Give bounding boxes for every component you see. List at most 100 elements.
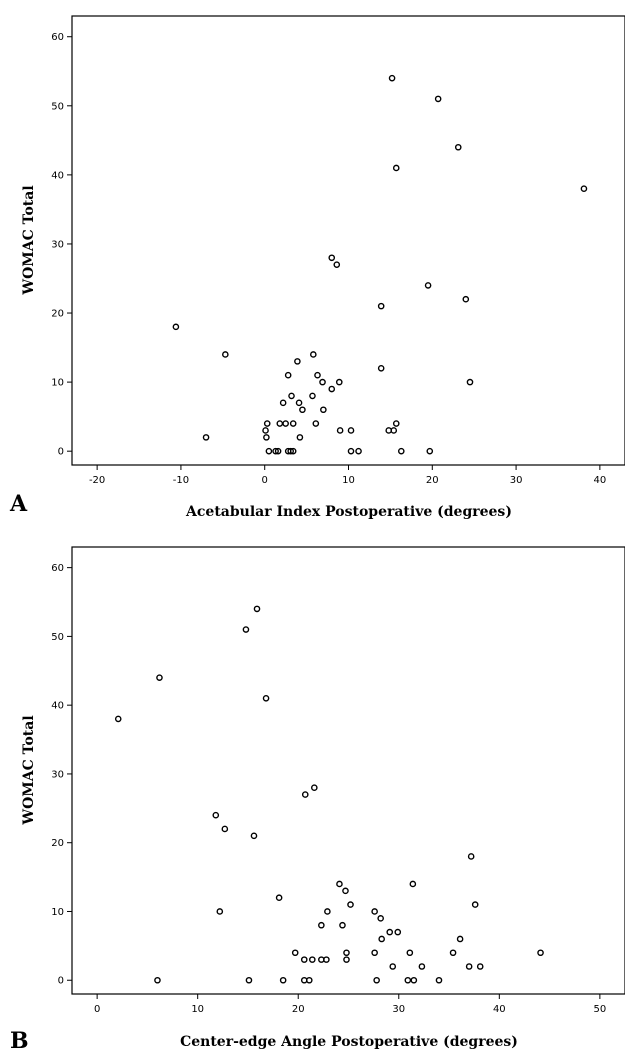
data-point xyxy=(212,811,220,819)
data-point xyxy=(156,674,163,681)
data-point xyxy=(336,880,343,888)
data-point xyxy=(262,427,269,434)
data-point xyxy=(222,351,229,358)
data-point xyxy=(276,420,284,427)
data-point xyxy=(371,908,378,915)
data-point xyxy=(339,921,346,929)
data-point xyxy=(466,378,474,386)
plot-area-frame xyxy=(71,15,625,466)
data-point xyxy=(378,935,385,943)
data-point xyxy=(377,364,385,372)
data-point xyxy=(424,282,432,289)
plot-area-frame xyxy=(71,546,625,995)
data-point xyxy=(390,427,398,434)
data-point xyxy=(324,908,331,915)
x-axis-label: Acetabular Index Postoperative (degrees) xyxy=(185,504,512,520)
data-point xyxy=(216,908,224,915)
y-tick-label: 0 xyxy=(58,447,64,458)
data-point xyxy=(305,976,313,984)
data-point xyxy=(377,302,385,310)
data-point xyxy=(295,399,303,407)
x-tick-label: 0 xyxy=(262,475,268,486)
data-point xyxy=(347,447,355,455)
y-axis-label: WOMAC Total xyxy=(21,715,37,825)
data-point xyxy=(263,420,271,427)
data-point xyxy=(476,963,484,970)
data-point xyxy=(282,420,289,427)
x-tick-label: 30 xyxy=(392,1004,405,1015)
data-point xyxy=(392,420,400,427)
data-point xyxy=(262,694,270,702)
x-tick-label: 0 xyxy=(94,1004,100,1015)
data-point xyxy=(279,976,287,984)
y-tick-label: 30 xyxy=(51,769,64,780)
y-tick-label: 30 xyxy=(51,239,64,250)
data-point xyxy=(386,928,394,936)
data-point xyxy=(371,949,378,957)
data-point xyxy=(294,358,301,365)
data-point xyxy=(449,949,457,957)
data-point xyxy=(265,447,273,455)
data-point xyxy=(394,928,402,936)
data-point xyxy=(320,406,327,414)
data-point xyxy=(462,295,470,303)
data-point xyxy=(397,447,405,455)
data-point xyxy=(289,447,297,455)
x-tick-label: 20 xyxy=(426,475,439,486)
x-tick-label: -10 xyxy=(173,475,189,486)
data-point xyxy=(389,963,397,970)
data-point xyxy=(388,74,396,82)
data-point xyxy=(301,791,309,798)
data-point xyxy=(263,434,270,441)
data-point xyxy=(242,626,250,633)
x-tick-label: -20 xyxy=(89,475,105,486)
data-point xyxy=(287,447,294,455)
data-point xyxy=(319,378,326,386)
data-point xyxy=(253,605,261,613)
data-point xyxy=(323,956,330,963)
data-point xyxy=(355,447,362,455)
tick-group: 0 10 20 30 40 50 60 0 10 20 30 40 50 xyxy=(51,563,606,1015)
tick-group: 0 10 20 30 40 50 60 -20 -10 0 10 20 30 40 xyxy=(51,32,606,486)
data-point xyxy=(465,963,473,970)
data-point xyxy=(435,976,443,984)
data-point xyxy=(172,323,180,331)
y-axis-label: WOMAC Total xyxy=(21,185,37,295)
x-tick-label: 10 xyxy=(342,475,355,486)
x-tick-label: 20 xyxy=(292,1004,305,1015)
data-point xyxy=(392,164,400,172)
y-tick-label: 50 xyxy=(51,101,64,112)
data-point xyxy=(410,976,418,984)
y-tick-label: 40 xyxy=(51,701,64,712)
y-tick-label: 50 xyxy=(51,632,64,643)
data-point xyxy=(404,976,412,984)
data-point xyxy=(318,921,325,929)
panel-label: B xyxy=(10,1028,29,1052)
data-point xyxy=(467,853,475,860)
data-point xyxy=(343,949,350,957)
x-tick-label: 40 xyxy=(493,1004,506,1015)
data-point xyxy=(314,371,321,379)
y-tick-label: 40 xyxy=(51,170,64,181)
x-tick-label: 30 xyxy=(510,475,523,486)
data-point xyxy=(377,915,384,922)
data-point xyxy=(333,261,341,268)
data-point xyxy=(221,825,229,833)
y-tick-label: 10 xyxy=(51,907,64,918)
data-point xyxy=(373,976,380,984)
data-point xyxy=(454,143,462,151)
data-point xyxy=(309,956,316,963)
y-tick-label: 60 xyxy=(51,563,64,574)
data-points xyxy=(114,605,544,984)
data-point xyxy=(406,949,414,957)
data-point xyxy=(291,949,299,957)
y-tick-label: 60 xyxy=(51,32,64,43)
y-tick-label: 20 xyxy=(51,309,64,320)
data-point xyxy=(284,371,292,379)
data-point xyxy=(279,399,287,407)
x-tick-label: 10 xyxy=(191,1004,204,1015)
data-point xyxy=(300,956,308,963)
data-point xyxy=(245,976,253,984)
data-point xyxy=(336,427,344,434)
